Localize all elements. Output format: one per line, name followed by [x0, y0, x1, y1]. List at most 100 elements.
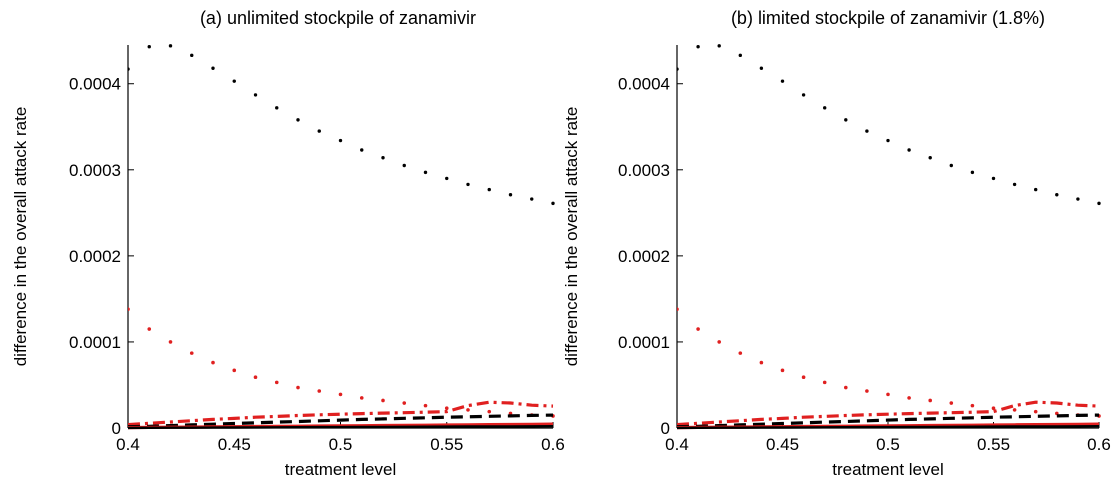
- series-0-point: [530, 197, 534, 201]
- y-axis-label: difference in the overall attack rate: [11, 107, 30, 367]
- series-1-point: [274, 380, 279, 385]
- series-0-point: [801, 93, 806, 97]
- y-tick-label: 0.0004: [618, 75, 670, 94]
- plot-area: [128, 44, 555, 430]
- series-0-point: [1034, 187, 1038, 192]
- x-axis-label: treatment level: [285, 460, 397, 479]
- series-0-point: [991, 176, 996, 181]
- x-tick-label: 0.5: [876, 435, 900, 454]
- series-0-point: [738, 53, 742, 58]
- series-0-point: [487, 187, 491, 192]
- series-3-line: [128, 413, 554, 429]
- series-1-point: [508, 411, 513, 416]
- y-tick-label: 0.0002: [69, 247, 121, 266]
- y-tick-label: 0.0003: [618, 161, 670, 180]
- series-0-point: [423, 170, 428, 175]
- series-1-point: [677, 307, 679, 312]
- plot-area: [677, 44, 1101, 430]
- series-1-point: [296, 385, 300, 390]
- series-0-point: [466, 182, 470, 187]
- series-1-point: [338, 392, 343, 397]
- series-0-point: [190, 53, 194, 58]
- series-1-point: [696, 327, 700, 331]
- series-0-point: [949, 163, 953, 168]
- series-1-point: [928, 398, 932, 403]
- x-axis-label: treatment level: [832, 460, 944, 479]
- series-1-point: [865, 389, 869, 393]
- series-1-point: [402, 401, 407, 405]
- series-1-point: [211, 360, 215, 365]
- series-1-point: [253, 375, 258, 380]
- series-1-point: [128, 307, 130, 312]
- series-0-point: [696, 45, 700, 49]
- y-tick-label: 0: [112, 419, 121, 438]
- series-1-point: [168, 340, 173, 344]
- x-tick-label: 0.4: [665, 435, 689, 454]
- series-1-point: [1012, 408, 1017, 412]
- series-0-point: [232, 79, 236, 83]
- series-1-point: [970, 403, 975, 408]
- series-1-point: [423, 403, 428, 408]
- series-1-point: [717, 340, 721, 344]
- series-0-point: [865, 129, 869, 133]
- series-0-point: [508, 193, 513, 197]
- series-1-point: [147, 327, 152, 331]
- series-1-point: [381, 398, 385, 403]
- series-1-point: [822, 380, 827, 385]
- series-1-point: [844, 385, 848, 390]
- x-tick-label: 0.55: [430, 435, 463, 454]
- y-tick-label: 0.0002: [618, 247, 670, 266]
- x-tick-label: 0.55: [977, 435, 1010, 454]
- chart-panel-b: (b) limited stockpile of zanamivir (1.8%…: [562, 8, 1111, 479]
- x-tick-label: 0.6: [1087, 435, 1111, 454]
- series-1-point: [991, 406, 996, 411]
- series-1-point: [1033, 409, 1038, 414]
- series-0-point: [253, 93, 258, 97]
- x-tick-label: 0.6: [541, 435, 565, 454]
- series-1-point: [487, 409, 492, 414]
- chart-title: (b) limited stockpile of zanamivir (1.8%…: [731, 8, 1045, 28]
- series-0-point: [338, 138, 343, 143]
- chart-title: (a) unlimited stockpile of zanamivir: [200, 8, 476, 28]
- series-2-line: [128, 400, 554, 427]
- series-1-point: [949, 401, 954, 405]
- series-0-point: [823, 106, 827, 110]
- series-0-point: [1076, 197, 1080, 201]
- series-0-point: [168, 44, 173, 48]
- series-1-point: [759, 360, 764, 365]
- series-0-point: [717, 44, 721, 48]
- series-0-point: [677, 67, 679, 71]
- series-0-point: [211, 66, 215, 70]
- series-0-point: [907, 148, 911, 152]
- y-axis-label: difference in the overall attack rate: [562, 107, 581, 367]
- series-1-point: [317, 389, 322, 393]
- series-0-point: [402, 163, 406, 168]
- series-1-point: [738, 351, 743, 355]
- series-0-point: [928, 156, 932, 160]
- series-0-point: [381, 156, 385, 160]
- series-1-point: [359, 396, 364, 400]
- chart-panel-a: (a) unlimited stockpile of zanamivir 0 0.0…: [11, 8, 565, 479]
- series-0-point: [780, 79, 785, 83]
- x-tick-label: 0.4: [116, 435, 140, 454]
- series-3-line: [677, 413, 1100, 429]
- series-1-point: [189, 351, 194, 355]
- x-tick-label: 0.45: [218, 435, 251, 454]
- x-tick-label: 0.5: [329, 435, 353, 454]
- series-1-point: [907, 396, 911, 400]
- series-2-line: [677, 400, 1100, 427]
- series-0-point: [1097, 201, 1101, 206]
- series-0-point: [970, 170, 975, 175]
- x-tick-label: 0.45: [766, 435, 799, 454]
- series-1-point: [1055, 411, 1059, 416]
- series-0-point: [1012, 182, 1017, 187]
- series-1-point: [232, 368, 237, 373]
- y-tick-label: 0.0003: [69, 161, 121, 180]
- series-0-point: [886, 138, 890, 143]
- series-0-point: [445, 176, 449, 181]
- series-0-point: [147, 45, 151, 49]
- series-0-point: [317, 129, 321, 133]
- series-0-point: [844, 118, 848, 122]
- y-tick-label: 0.0001: [69, 333, 121, 352]
